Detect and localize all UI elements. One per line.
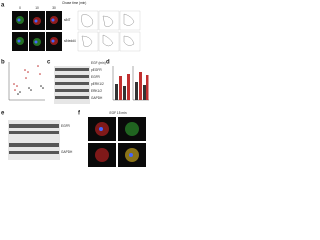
scatter-plot [8,62,45,101]
panel-label: e [1,111,5,117]
figure: a Chase time (min) 0 10 30 siNT siNedd4 … [1,1,149,167]
blot-label: pERK1/2 [91,82,104,86]
blot-label: pEGFR [91,68,102,72]
row-label: siNT [64,18,71,22]
western-blot [8,120,60,160]
blot-label: GAPDH [91,96,103,100]
blot-label: EGF (min) [91,61,106,65]
column-label: 10 [35,6,39,10]
blot-label: GAPDH [61,150,73,154]
row-label: siNedd4 [64,39,76,43]
panel-label: f [78,111,81,117]
blot-label: EGFR [91,75,101,79]
panel-label: d [106,60,110,66]
panel-label: c [47,60,51,66]
outline-images [77,10,141,52]
panel-label: a [1,3,5,9]
column-label: 30 [52,6,56,10]
blot-label: EGFR [61,124,71,128]
panel-title: Chase time (min) [62,1,86,5]
blot-label: ERK1/2 [91,89,102,93]
western-blot [54,66,90,104]
bar-charts [112,66,149,101]
micrographs [88,117,146,167]
micrographs [12,11,62,51]
column-label: 0 [19,6,21,10]
panel-label: b [1,60,5,66]
panel-title: EGF 15 min [109,111,126,115]
